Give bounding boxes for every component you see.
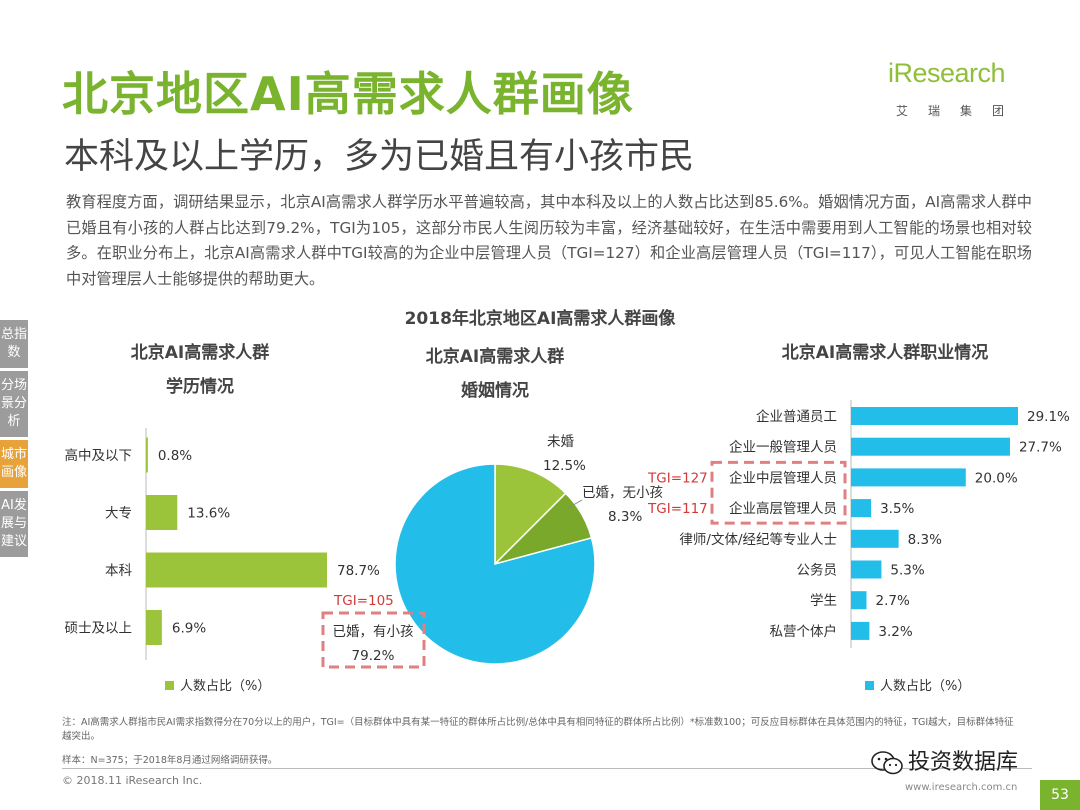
page-subtitle: 本科及以上学历，多为已婚且有小孩市民 <box>64 137 695 177</box>
intro-paragraph: 教育程度方面，调研结果显示，北京AI高需求人群学历水平普遍较高，其中本科及以上的… <box>66 193 1032 288</box>
occupation-bar <box>851 529 899 548</box>
occupation-value-label: 3.5% <box>880 501 914 517</box>
occupation-category-label: 企业普通员工 <box>756 408 837 425</box>
pie-label-name: 已婚，有小孩 <box>333 624 414 640</box>
pie-leader-line <box>567 499 583 509</box>
side-tab-scenario-analysis[interactable]: 分场景分析 <box>0 371 28 437</box>
education-legend-swatch <box>165 681 174 690</box>
occupation-category-label: 公务员 <box>797 563 838 579</box>
marriage-chart-title-line2: 婚姻情况 <box>461 381 529 401</box>
pie-slice <box>494 463 567 566</box>
occupation-category-label: 企业高层管理人员 <box>729 500 837 517</box>
side-tab-city-portrait[interactable]: 城市画像 <box>0 440 28 488</box>
website: www.iresearch.com.cn <box>905 782 1018 793</box>
pie-slice <box>394 463 596 665</box>
education-bar <box>146 552 327 588</box>
occupation-bar <box>851 407 1018 425</box>
wechat-icon <box>871 751 903 775</box>
logo-wordmark: iResearch <box>888 58 1006 88</box>
occupation-highlight-box <box>710 460 847 525</box>
occupation-bar <box>851 468 966 487</box>
occupation-value-label: 3.2% <box>878 624 912 640</box>
occupation-chart-title: 北京AI高需求人群职业情况 <box>781 343 989 363</box>
page-number: 53 <box>1040 780 1080 810</box>
footnote: 注：AI高需求人群指市民AI需求指数得分在70分以上的用户，TGI=（目标群体中… <box>62 717 1014 742</box>
occupation-legend-swatch <box>865 681 874 690</box>
pie-label-value: 12.5% <box>543 458 586 474</box>
education-category-label: 硕士及以上 <box>65 621 133 637</box>
occupation-value-label: 2.7% <box>875 593 909 609</box>
marriage-chart-title-line1: 北京AI高需求人群 <box>425 347 565 367</box>
occupation-category-label: 学生 <box>810 593 837 609</box>
occupation-value-label: 29.1% <box>1027 409 1070 425</box>
education-bar <box>146 610 162 645</box>
education-chart-title-line1: 北京AI高需求人群 <box>130 343 270 363</box>
iresearch-logo: iResearch 艾瑞集团 <box>888 58 1038 128</box>
occupation-bar <box>851 591 867 610</box>
occupation-value-label: 27.7% <box>1019 440 1062 456</box>
education-category-label: 大专 <box>105 506 132 522</box>
watermark: 投资数据库 <box>870 744 1018 776</box>
watermark-text: 投资数据库 <box>908 750 1019 775</box>
occupation-value-label: 5.3% <box>890 563 924 579</box>
side-nav: 总指数 分场景分析 城市画像 AI发展与建议 <box>0 320 28 560</box>
page-title: 北京地区AI高需求人群画像 <box>62 67 634 121</box>
occupation-bar <box>851 560 882 579</box>
education-category-label: 本科 <box>105 563 132 579</box>
occupation-category-label: 企业一般管理人员 <box>729 439 837 456</box>
occupation-value-label: 20.0% <box>975 470 1018 486</box>
logo-chinese: 艾瑞集团 <box>896 104 1025 118</box>
occupation-tgi-annotation: TGI=117 <box>647 501 708 517</box>
education-bar <box>146 495 178 530</box>
education-chart-title: 北京AI高需求人群 学历情况 <box>100 336 300 404</box>
occupation-category-label: 私营个体户 <box>770 623 838 640</box>
education-chart-title-line2: 学历情况 <box>166 377 234 397</box>
education-value-label: 6.9% <box>172 621 206 637</box>
side-tab-ai-development[interactable]: AI发展与建议 <box>0 491 28 557</box>
education-bar <box>146 437 148 473</box>
occupation-value-label: 8.3% <box>908 532 942 548</box>
side-tab-overall-index[interactable]: 总指数 <box>0 320 28 368</box>
occupation-bar <box>851 437 1010 456</box>
occupation-legend-label: 人数占比（%） <box>880 679 970 694</box>
pie-label-name: 已婚，无小孩 <box>582 485 663 501</box>
pie-highlight-box <box>321 611 426 669</box>
occupation-category-label: 企业中层管理人员 <box>729 469 837 486</box>
marriage-chart-title: 北京AI高需求人群 婚姻情况 <box>395 340 595 408</box>
footer-divider <box>62 768 1032 769</box>
occupation-bar <box>851 499 872 518</box>
charts-main-title: 2018年北京地区AI高需求人群画像 <box>404 309 676 329</box>
education-value-label: 13.6% <box>187 506 230 522</box>
occupation-bar <box>851 621 870 640</box>
pie-label-name: 未婚 <box>547 434 575 450</box>
occupation-category-label: 律师/文体/经纪等专业人士 <box>679 531 837 548</box>
copyright: © 2018.11 iResearch Inc. <box>62 774 203 787</box>
pie-tgi-annotation: TGI=105 <box>333 593 394 609</box>
education-value-label: 0.8% <box>158 448 192 464</box>
pie-label-value: 8.3% <box>608 509 642 525</box>
pie-label-value: 79.2% <box>352 648 395 664</box>
education-value-label: 78.7% <box>337 563 380 579</box>
occupation-tgi-annotation: TGI=127 <box>647 470 708 486</box>
education-legend-label: 人数占比（%） <box>180 679 270 694</box>
education-category-label: 高中及以下 <box>65 447 133 464</box>
sample-note: 样本：N=375；于2018年8月通过网络调研获得。 <box>62 755 278 766</box>
